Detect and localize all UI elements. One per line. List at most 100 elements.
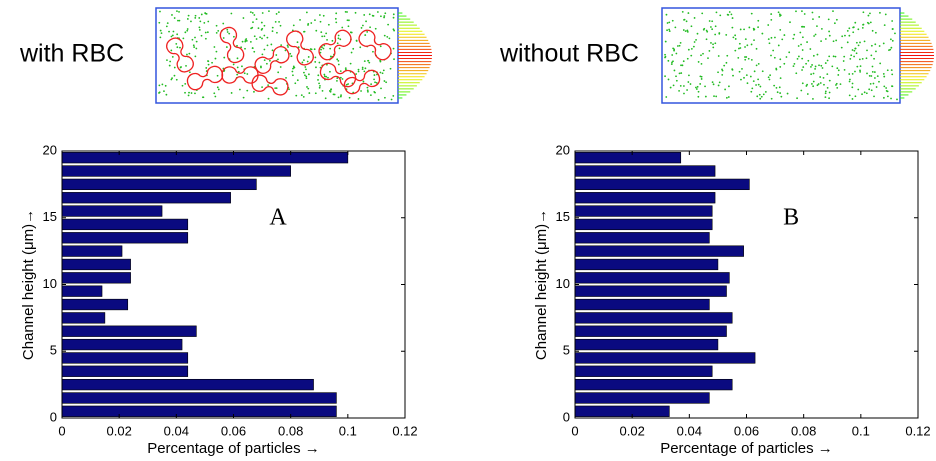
particle (364, 67, 367, 70)
particle (225, 46, 228, 48)
particle (695, 86, 697, 89)
x-tick-label: 0.12 (905, 423, 930, 438)
particle (253, 35, 256, 38)
particle (851, 98, 854, 100)
particle (867, 22, 870, 25)
particle (666, 29, 668, 32)
particle (820, 64, 823, 67)
particle (308, 73, 310, 76)
particle (319, 51, 322, 54)
red-blood-cell (254, 46, 290, 74)
particle (773, 56, 776, 59)
particle (891, 73, 894, 76)
particle (801, 69, 803, 71)
particle (745, 74, 748, 77)
particle (744, 46, 746, 48)
particle (213, 46, 216, 48)
bar (61, 192, 231, 204)
particle (230, 12, 233, 15)
particle (232, 63, 235, 66)
particle (743, 28, 745, 31)
particle (800, 43, 802, 46)
particle (191, 38, 194, 41)
particle (826, 73, 829, 76)
bar (61, 298, 129, 311)
particle (204, 12, 207, 14)
particle (179, 46, 181, 49)
bar (574, 152, 682, 164)
particle (726, 54, 729, 57)
red-blood-cell (318, 29, 352, 61)
particle (848, 27, 851, 30)
particle (870, 54, 873, 57)
particle (334, 17, 337, 20)
particle (846, 41, 849, 44)
particle (768, 78, 771, 81)
particle (263, 34, 266, 37)
particle (858, 58, 861, 61)
particle (715, 95, 718, 98)
particle (687, 81, 690, 83)
particle (194, 17, 197, 19)
particle (322, 47, 325, 50)
particle (775, 86, 778, 89)
particle (885, 87, 888, 89)
particle (686, 29, 689, 32)
particle (329, 47, 332, 50)
particle (306, 86, 308, 88)
particle (865, 92, 868, 95)
particle (882, 73, 885, 75)
particle (833, 22, 836, 25)
particle (837, 74, 840, 76)
particle (696, 32, 699, 35)
particle (261, 53, 264, 56)
particle (843, 55, 846, 58)
particle (688, 74, 690, 77)
bar (574, 178, 750, 191)
particle (274, 87, 277, 90)
particle (757, 26, 759, 29)
particle (186, 53, 188, 56)
particle (337, 34, 340, 37)
particle (759, 97, 762, 100)
particle (341, 78, 344, 80)
particle (835, 82, 838, 85)
axes-frame (61, 150, 406, 419)
particle (828, 79, 831, 82)
particle (173, 17, 176, 19)
particle (731, 17, 734, 19)
particle (171, 14, 173, 16)
particle (386, 35, 389, 38)
particle (689, 83, 692, 85)
particle (890, 69, 893, 72)
bar (61, 338, 183, 351)
particle (369, 26, 371, 29)
particle (810, 73, 813, 76)
particle (160, 32, 163, 34)
particle (377, 98, 380, 101)
particle (187, 14, 190, 17)
particle (204, 37, 207, 40)
particle (384, 12, 387, 15)
y-tick-label: 5 (50, 343, 57, 358)
particle (740, 78, 742, 81)
particle (816, 25, 818, 28)
particle (805, 62, 807, 65)
particle (372, 50, 374, 53)
particle (357, 70, 360, 73)
particle (349, 62, 352, 65)
particle (879, 11, 881, 14)
particle (216, 86, 219, 89)
bar (61, 245, 123, 257)
particle (783, 34, 786, 36)
particle (738, 47, 740, 50)
particle (171, 77, 173, 80)
particle (811, 11, 814, 14)
particle (292, 24, 295, 27)
particle (797, 45, 800, 47)
particle (701, 12, 704, 15)
particle (850, 54, 853, 57)
particle (339, 38, 342, 41)
particle (329, 70, 331, 73)
particle (337, 96, 340, 99)
